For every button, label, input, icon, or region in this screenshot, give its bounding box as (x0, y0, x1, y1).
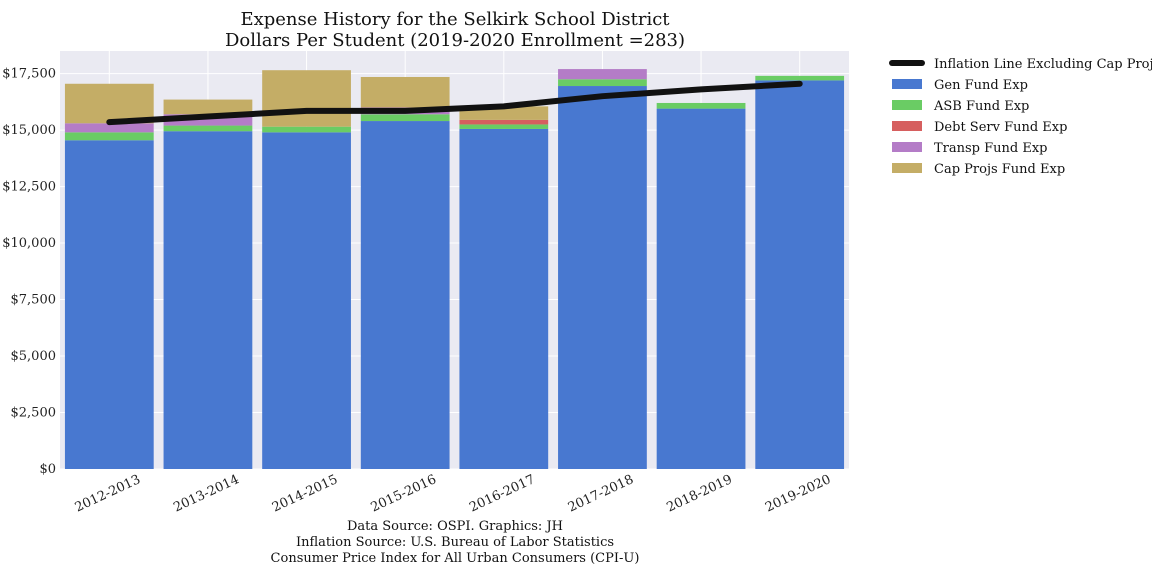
legend-item-transp-fund-exp: Transp Fund Exp (892, 141, 1048, 156)
bar-gen-fund-exp-2019-2020 (755, 80, 845, 469)
bar-gen-fund-exp-2017-2018 (558, 86, 647, 470)
legend-label: ASB Fund Exp (933, 99, 1029, 114)
bar-transp-fund-exp-2012-2013 (64, 123, 154, 133)
source-line-1: Data Source: OSPI. Graphics: JH (347, 519, 563, 534)
bar-cap-projs-fund-exp-2014-2015 (262, 70, 351, 127)
x-tick-label: 2012-2013 (73, 472, 143, 515)
bar-gen-fund-exp-2013-2014 (163, 131, 253, 469)
bar-cap-projs-fund-exp-2015-2016 (360, 76, 450, 108)
bar-asb-fund-exp-2012-2013 (64, 132, 154, 141)
bar-gen-fund-exp-2015-2016 (360, 121, 450, 469)
legend-swatch (892, 121, 922, 131)
y-tick-label: $17,500 (2, 67, 56, 82)
legend-swatch (892, 100, 922, 110)
x-tick-label: 2016-2017 (467, 472, 537, 515)
bar-asb-fund-exp-2015-2016 (360, 114, 450, 122)
inflation-line (106, 80, 803, 126)
legend-label: Cap Projs Fund Exp (934, 162, 1065, 177)
source-line-2: Inflation Source: U.S. Bureau of Labor S… (296, 535, 614, 550)
x-tick-label: 2014-2015 (270, 472, 340, 515)
y-tick-label: $0 (39, 462, 56, 477)
bar-asb-fund-exp-2013-2014 (163, 125, 253, 132)
y-tick-label: $15,000 (2, 123, 56, 138)
legend-item-cap-projs-fund-exp: Cap Projs Fund Exp (892, 162, 1065, 177)
bar-asb-fund-exp-2016-2017 (459, 124, 549, 129)
y-tick-label: $2,500 (11, 406, 57, 421)
bar-cap-projs-fund-exp-2013-2014 (163, 99, 253, 115)
legend-swatch (892, 79, 922, 89)
legend-label: Inflation Line Excluding Cap Projs (934, 57, 1152, 72)
y-tick-label: $12,500 (2, 180, 56, 195)
x-tick-label: 2013-2014 (171, 472, 241, 515)
source-line-3: Consumer Price Index for All Urban Consu… (271, 551, 640, 566)
bar-transp-fund-exp-2017-2018 (558, 69, 647, 80)
legend-label: Transp Fund Exp (934, 141, 1048, 156)
bar-asb-fund-exp-2019-2020 (755, 75, 845, 81)
bar-debt-serv-fund-exp-2016-2017 (459, 119, 549, 125)
legend-label: Debt Serv Fund Exp (934, 120, 1067, 135)
data-source-notes: Data Source: OSPI. Graphics: JH Inflatio… (271, 519, 640, 566)
bars (64, 69, 845, 470)
y-tick-label: $5,000 (11, 349, 57, 364)
legend-item-asb-fund-exp: ASB Fund Exp (892, 99, 1029, 114)
legend-label: Gen Fund Exp (934, 78, 1028, 93)
bar-gen-fund-exp-2014-2015 (262, 132, 351, 469)
legend: Inflation Line Excluding Cap Projs Gen Fu… (889, 57, 1152, 177)
bar-cap-projs-fund-exp-2012-2013 (64, 83, 154, 124)
inflation-line-layer (106, 80, 803, 126)
bar-gen-fund-exp-2018-2019 (656, 108, 746, 470)
x-tick-label: 2017-2018 (566, 472, 636, 515)
x-tick-label: 2015-2016 (369, 472, 439, 515)
bar-gen-fund-exp-2012-2013 (64, 140, 154, 469)
y-tick-label: $7,500 (11, 293, 57, 308)
legend-item-debt-serv-fund-exp: Debt Serv Fund Exp (892, 120, 1067, 135)
chart-title: Expense History for the Selkirk School D… (240, 9, 670, 30)
bar-asb-fund-exp-2017-2018 (558, 79, 647, 87)
x-tick-label: 2018-2019 (664, 472, 734, 515)
legend-swatch (892, 163, 922, 173)
legend-item-inflation-line: Inflation Line Excluding Cap Projs (889, 57, 1152, 72)
bar-transp-fund-exp-2013-2014 (163, 114, 253, 126)
chart-subtitle: Dollars Per Student (2019-2020 Enrollmen… (225, 30, 685, 51)
bar-asb-fund-exp-2014-2015 (262, 126, 351, 133)
bar-asb-fund-exp-2018-2019 (656, 102, 746, 109)
legend-swatch (892, 142, 922, 152)
bar-gen-fund-exp-2016-2017 (459, 128, 549, 469)
x-tick-label: 2019-2020 (763, 472, 833, 515)
y-tick-label: $10,000 (2, 236, 56, 251)
legend-item-gen-fund-exp: Gen Fund Exp (892, 78, 1028, 93)
